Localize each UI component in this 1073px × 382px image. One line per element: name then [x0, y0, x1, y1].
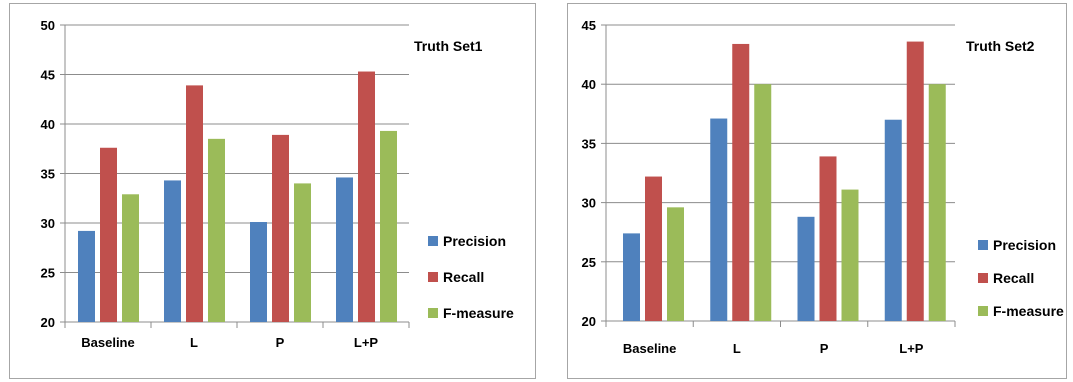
- x-tick-label: L+P: [354, 335, 379, 350]
- legend-swatch-recall: [428, 272, 438, 282]
- y-tick-label: 25: [41, 266, 55, 281]
- bar-recall-p: [272, 134, 289, 322]
- bar-f-measure-l-p: [928, 84, 946, 321]
- bar-precision-p: [797, 216, 815, 321]
- bar-recall-l-p: [906, 41, 924, 322]
- bar-recall-baseline: [100, 147, 117, 322]
- bar-chart-truth-set2: 20 25 30 35 40 45 Baseline L P L+P Truth Set2 Preci…: [582, 18, 1064, 356]
- legend-swatch-recall: [978, 273, 988, 283]
- legend-label-precision: Precision: [443, 233, 506, 249]
- y-tick-label: 35: [582, 136, 596, 151]
- bar-f-measure-l: [754, 84, 772, 321]
- chart-panel-truth-set1: 20 25 30 35 40 45 50 Baseline L P L+P Truth Set1 Pre…: [9, 3, 536, 379]
- y-tick-label: 35: [41, 167, 55, 182]
- legend-swatch-precision: [978, 240, 988, 250]
- chart-panel-truth-set2: 20 25 30 35 40 45 Baseline L P L+P Truth Set2 Preci…: [567, 3, 1067, 379]
- y-tick-label: 20: [41, 315, 55, 330]
- bar-f-measure-p: [841, 189, 859, 321]
- bar-recall-l-p: [358, 71, 375, 322]
- legend-label-precision: Precision: [993, 237, 1056, 253]
- legend-label-recall: Recall: [993, 270, 1034, 286]
- bar-f-measure-p: [294, 183, 311, 322]
- bar-precision-l-p: [336, 177, 353, 322]
- y-tick-label: 40: [41, 117, 55, 132]
- x-tick-label: Baseline: [623, 341, 676, 356]
- x-tick-label: L: [733, 341, 741, 356]
- legend-label-f-measure: F-measure: [993, 303, 1064, 319]
- x-tick-label: Baseline: [81, 335, 134, 350]
- bar-recall-baseline: [645, 176, 662, 321]
- bar-precision-baseline: [623, 233, 640, 321]
- x-tick-label: L: [190, 335, 198, 350]
- bar-f-measure-l: [208, 138, 225, 322]
- y-tick-label: 50: [41, 18, 55, 33]
- y-tick-label: 40: [582, 77, 596, 92]
- x-tick-label: P: [820, 341, 829, 356]
- x-tick-label: L+P: [899, 341, 924, 356]
- y-tick-label: 30: [41, 216, 55, 231]
- x-tick-label: P: [276, 335, 285, 350]
- y-tick-label: 30: [582, 196, 596, 211]
- bar-recall-l: [186, 85, 203, 322]
- bar-f-measure-baseline: [667, 207, 684, 321]
- bar-f-measure-l-p: [380, 130, 397, 322]
- bar-precision-baseline: [78, 230, 95, 322]
- legend-label-recall: Recall: [443, 269, 484, 285]
- bar-precision-l-p: [884, 119, 902, 321]
- bar-recall-l: [732, 43, 750, 321]
- y-tick-label: 20: [582, 314, 596, 329]
- bar-f-measure-baseline: [122, 194, 139, 322]
- bar-recall-p: [819, 156, 837, 321]
- legend-swatch-precision: [428, 236, 438, 246]
- chart-title: Truth Set2: [966, 38, 1035, 54]
- bar-precision-l: [710, 118, 728, 321]
- bar-chart-truth-set1: 20 25 30 35 40 45 50 Baseline L P L+P Truth Set1 Pre…: [41, 18, 514, 350]
- legend-swatch-f-measure: [428, 308, 438, 318]
- bar-precision-p: [250, 222, 267, 322]
- y-tick-label: 45: [582, 18, 596, 33]
- y-tick-label: 45: [41, 68, 55, 83]
- bar-precision-l: [164, 180, 181, 322]
- y-tick-label: 25: [582, 255, 596, 270]
- chart-title: Truth Set1: [414, 38, 483, 54]
- legend-swatch-f-measure: [978, 306, 988, 316]
- legend-label-f-measure: F-measure: [443, 305, 514, 321]
